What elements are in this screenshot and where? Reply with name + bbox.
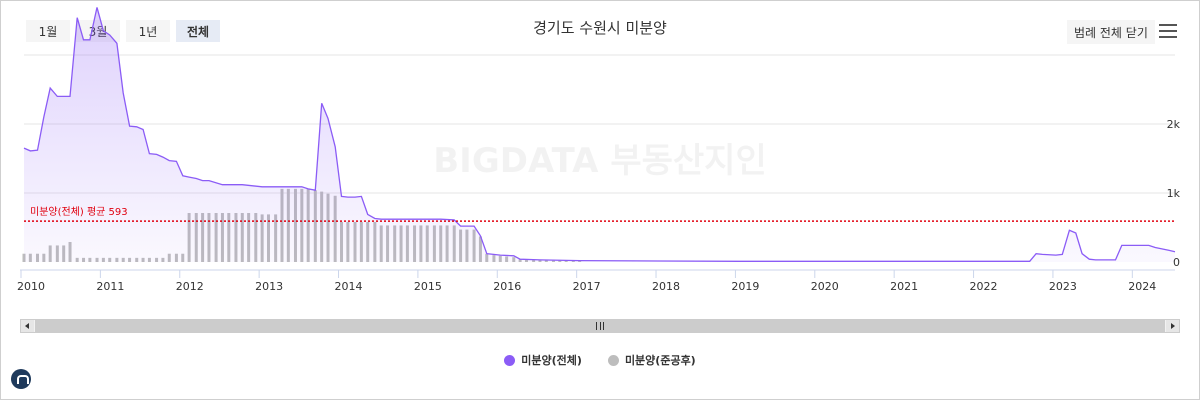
x-tick-label: 2018 [652, 280, 680, 293]
x-tick-label: 2020 [811, 280, 839, 293]
chart-plot: BIGDATA 부동산지인 미분양(전체) 평균 593 2010 2011 201… [17, 7, 1181, 293]
y-tick-label: 2k [1167, 118, 1181, 131]
x-tick-label: 2011 [96, 280, 124, 293]
x-tick-label: 2016 [493, 280, 521, 293]
x-tick-label: 2010 [17, 280, 45, 293]
hamburger-menu-icon[interactable] [1159, 24, 1177, 38]
chart-title: 경기도 수원시 미분양 [533, 19, 667, 37]
x-axis-ticks: 2010 2011 2012 2013 2014 2015 2016 2017 2018 2019… [17, 270, 1156, 293]
x-tick-label: 2013 [255, 280, 283, 293]
x-tick-label: 2023 [1049, 280, 1077, 293]
legend-close-all-button[interactable]: 범례 전체 닫기 [1067, 20, 1155, 44]
legend-item-total[interactable]: 미분양(전체) [504, 352, 582, 368]
legend-dot-icon [607, 354, 619, 366]
legend-dot-icon [504, 354, 516, 366]
y-axis-ticks: 0 1k 2k [1167, 118, 1181, 269]
x-tick-label: 2021 [890, 280, 918, 293]
scrollbar-thumb[interactable] [35, 320, 1165, 332]
scroll-left-button[interactable] [21, 320, 34, 332]
x-tick-label: 2014 [335, 280, 363, 293]
range-button-group: 1월 3월 1년 전체 [26, 20, 220, 42]
arrow-left-icon [25, 323, 29, 329]
x-tick-label: 2017 [573, 280, 601, 293]
chart-legend: 미분양(전체) 미분양(준공후) [0, 352, 1200, 368]
y-tick-label: 1k [1167, 187, 1181, 200]
x-tick-label: 2022 [970, 280, 998, 293]
x-tick-label: 2019 [731, 280, 759, 293]
area-fill-total [24, 7, 1175, 263]
grip-icon [596, 322, 604, 330]
average-label: 미분양(전체) 평균 593 [30, 206, 128, 218]
arrow-right-icon [1171, 323, 1175, 329]
legend-label-completed: 미분양(준공후) [624, 354, 696, 367]
x-tick-label: 2015 [414, 280, 442, 293]
x-tick-label: 2012 [176, 280, 204, 293]
range-1-year-button[interactable]: 1년 [126, 20, 170, 42]
line-series-total [23, 7, 1176, 262]
x-tick-label: 2024 [1128, 280, 1156, 293]
range-1-month-button[interactable]: 1월 [26, 20, 70, 42]
legend-label-total: 미분양(전체) [521, 354, 582, 367]
scroll-right-button[interactable] [1166, 320, 1179, 332]
legend-item-completed[interactable]: 미분양(준공후) [607, 352, 696, 368]
y-tick-label: 0 [1173, 256, 1180, 269]
range-all-button[interactable]: 전체 [176, 20, 220, 42]
watermark-logo: BIGDATA 부동산지인 [433, 141, 766, 181]
range-scrollbar[interactable] [20, 319, 1180, 333]
home-logo-icon[interactable] [11, 369, 31, 389]
